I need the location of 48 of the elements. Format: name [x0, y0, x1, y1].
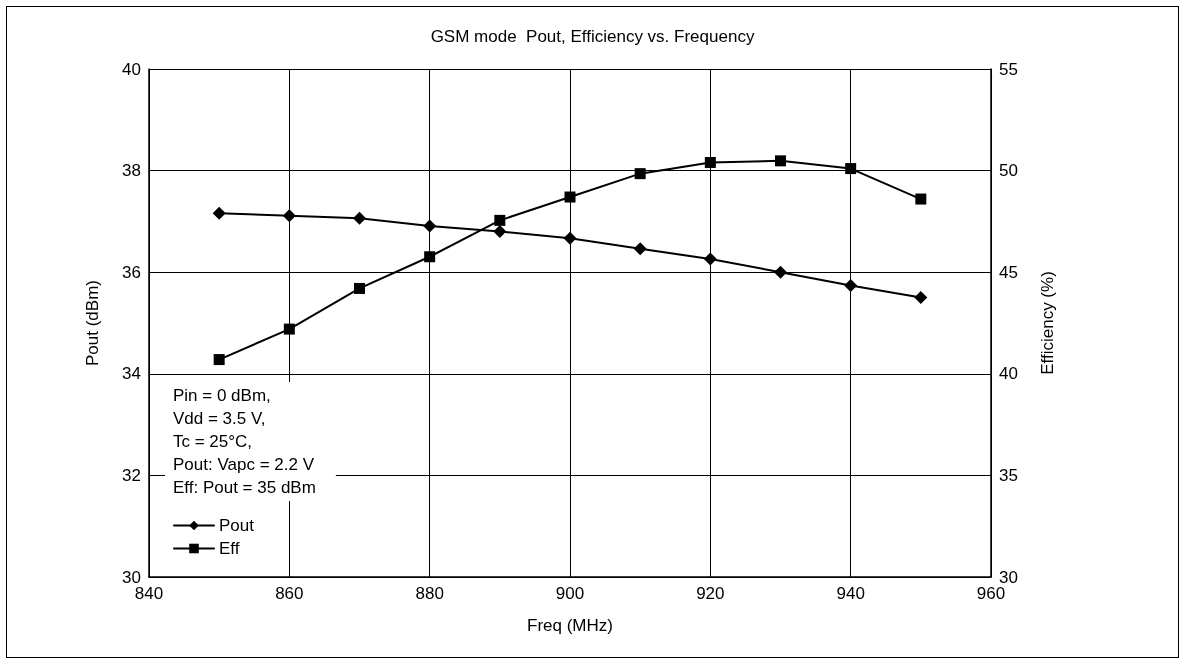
x-tick-label: 940 — [836, 584, 865, 603]
point — [844, 278, 858, 292]
y-tick-label: 38 — [122, 161, 141, 181]
point — [633, 242, 647, 256]
x-tick-label: 880 — [415, 584, 444, 603]
y-axis-title: Pout (dBm) — [83, 280, 102, 366]
point — [353, 211, 366, 225]
y-tick-label: 36 — [122, 262, 141, 282]
x-tick-label: 920 — [696, 584, 725, 603]
point — [493, 225, 507, 239]
point — [703, 252, 717, 266]
x-axis-title: Freq (MHz) — [527, 616, 613, 635]
annotation: Pin = 0 dBm, Vdd = 3.5 V, Tc = 25°C, Pout: Vapc = 2.2 V Eff: Pout = 35 dBm — [173, 386, 316, 497]
y2-tick-label: 45 — [999, 262, 1018, 282]
y2-tick-label: 35 — [999, 465, 1018, 485]
x-tick-label: 860 — [275, 584, 304, 603]
y2-axis-title: Efficiency (%) — [1038, 271, 1057, 375]
point — [563, 231, 577, 245]
y2-tick-label: 50 — [999, 161, 1018, 181]
y-tick-label: 40 — [122, 59, 141, 79]
y2-tick-label: 55 — [999, 59, 1018, 79]
point — [283, 323, 295, 335]
chart-title: GSM mode Pout, Efficiency vs. Frequency — [430, 27, 755, 46]
legend-label: Eff — [219, 539, 240, 558]
point — [494, 214, 506, 226]
y-tick-label: 30 — [122, 567, 141, 587]
point — [424, 251, 436, 263]
point — [212, 206, 226, 220]
point — [354, 282, 365, 294]
point — [774, 265, 787, 279]
y2-tick-label: 40 — [999, 364, 1018, 384]
point — [915, 193, 927, 205]
point — [564, 191, 576, 203]
x-tick-label: 840 — [134, 584, 164, 603]
point — [914, 291, 928, 305]
y-tick-label: 32 — [122, 465, 141, 485]
legend-label: Pout — [219, 516, 255, 535]
x-tick-label: 960 — [976, 584, 1006, 603]
x-tick-label: 900 — [555, 584, 585, 603]
point — [423, 219, 437, 233]
point — [213, 354, 225, 366]
point — [704, 156, 716, 168]
point — [282, 209, 296, 223]
point — [775, 155, 786, 167]
y-tick-label: 34 — [122, 364, 141, 384]
point — [634, 168, 646, 180]
point — [845, 163, 857, 175]
y2-tick-label: 30 — [999, 567, 1018, 587]
